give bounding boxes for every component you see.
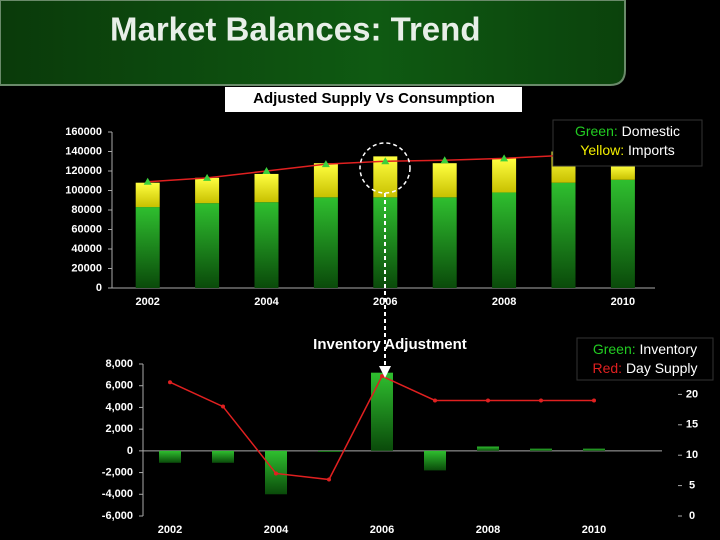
- bar: [610, 179, 635, 288]
- bar: [254, 173, 279, 203]
- y-tick-label: 60000: [71, 223, 102, 235]
- y2-tick-label: 0: [689, 510, 695, 522]
- x-tick-label: 2008: [492, 296, 516, 308]
- bar: [254, 202, 279, 288]
- marker: [143, 177, 152, 185]
- bar: [318, 450, 340, 452]
- y-tick-label: 0: [127, 445, 133, 457]
- bar: [371, 372, 393, 451]
- y-tick-label: 160000: [65, 126, 102, 138]
- slide-title: Market Balances: Trend: [110, 11, 480, 48]
- y-tick-label: 20000: [71, 262, 102, 274]
- bar: [313, 163, 338, 198]
- marker: [433, 398, 437, 403]
- legend: Green: Domestic Yellow: Imports: [552, 119, 703, 167]
- x-tick-label: 2002: [135, 296, 159, 308]
- y-tick-label: 6,000: [105, 380, 133, 392]
- bar: [195, 177, 220, 204]
- x-tick-label: 2010: [611, 296, 635, 308]
- y-tick-label: 100000: [65, 184, 102, 196]
- y-tick-label: -6,000: [102, 510, 133, 522]
- bar: [583, 448, 605, 451]
- legend-color-label: Green:: [575, 123, 618, 139]
- y2-tick-label: 5: [689, 480, 695, 492]
- chart-title: Adjusted Supply Vs Consumption: [253, 90, 495, 107]
- y2-tick-label: 15: [686, 419, 698, 431]
- marker: [168, 380, 172, 385]
- y-tick-label: -4,000: [102, 488, 133, 500]
- bar: [432, 197, 457, 288]
- legend-label: Domestic: [622, 123, 680, 139]
- bar: [551, 182, 576, 288]
- legend-entry: Red: Day Supply: [592, 360, 697, 376]
- bar: [159, 450, 181, 463]
- chart-title: Inventory Adjustment: [313, 336, 467, 353]
- marker: [592, 398, 596, 403]
- charts: 0 20000 40000 60000 80000 100000 120000 140000 1…: [65, 119, 714, 536]
- legend: Green: Inventory Red: Day Supply: [576, 337, 714, 381]
- y-tick-label: 8,000: [105, 358, 133, 370]
- marker: [274, 471, 278, 476]
- x-tick-label: 2008: [476, 524, 500, 536]
- bar: [313, 197, 338, 288]
- marker: [221, 404, 225, 409]
- marker: [539, 398, 543, 403]
- y-tick-label: 4,000: [105, 401, 133, 413]
- bar: [492, 158, 517, 193]
- legend-label: Day Supply: [626, 360, 698, 376]
- bar: [610, 165, 635, 180]
- marker: [262, 167, 271, 174]
- marker: [381, 157, 390, 165]
- y2-tick-label: 10: [686, 449, 698, 461]
- y-tick-label: -2,000: [102, 466, 133, 478]
- y-tick-label: 140000: [65, 145, 102, 157]
- bar: [492, 192, 517, 288]
- marker: [500, 154, 509, 162]
- bar: [135, 207, 160, 288]
- marker: [203, 173, 212, 181]
- subtitle-box: [225, 87, 522, 112]
- marker: [327, 477, 331, 482]
- bar: [195, 203, 220, 288]
- x-tick-label: 2010: [582, 524, 606, 536]
- legend-color-label: Green:: [593, 341, 636, 357]
- y-tick-label: 0: [96, 282, 102, 294]
- legend-label: Imports: [628, 142, 675, 158]
- bar: [135, 182, 160, 208]
- marker: [440, 156, 449, 164]
- y-tick-label: 80000: [71, 204, 102, 216]
- legend-color-label: Yellow:: [580, 142, 624, 158]
- x-tick-label: 2002: [158, 524, 182, 536]
- bar: [424, 450, 446, 471]
- highlight-circle: [359, 142, 411, 194]
- x-tick-label: 2004: [254, 296, 279, 308]
- marker: [486, 398, 490, 403]
- legend-label: Inventory: [640, 341, 698, 357]
- marker: [380, 374, 384, 379]
- legend-box: [552, 119, 703, 167]
- marker: [321, 160, 330, 168]
- bar: [477, 446, 499, 451]
- legend-entry: Green: Inventory: [593, 341, 697, 357]
- legend-color-label: Red:: [592, 360, 622, 376]
- legend-entry: Green: Domestic: [575, 123, 680, 139]
- legend-entry: Yellow: Imports: [580, 142, 674, 158]
- bar: [432, 163, 457, 198]
- x-tick-label: 2006: [370, 524, 394, 536]
- bar: [212, 450, 234, 463]
- y-tick-label: 2,000: [105, 423, 133, 435]
- legend-box: [576, 337, 714, 381]
- bar: [530, 448, 552, 451]
- title-banner: [0, 0, 626, 86]
- y-tick-label: 40000: [71, 243, 102, 255]
- y2-tick-label: 20: [686, 388, 698, 400]
- x-tick-label: 2004: [264, 524, 289, 536]
- y-tick-label: 120000: [65, 165, 102, 177]
